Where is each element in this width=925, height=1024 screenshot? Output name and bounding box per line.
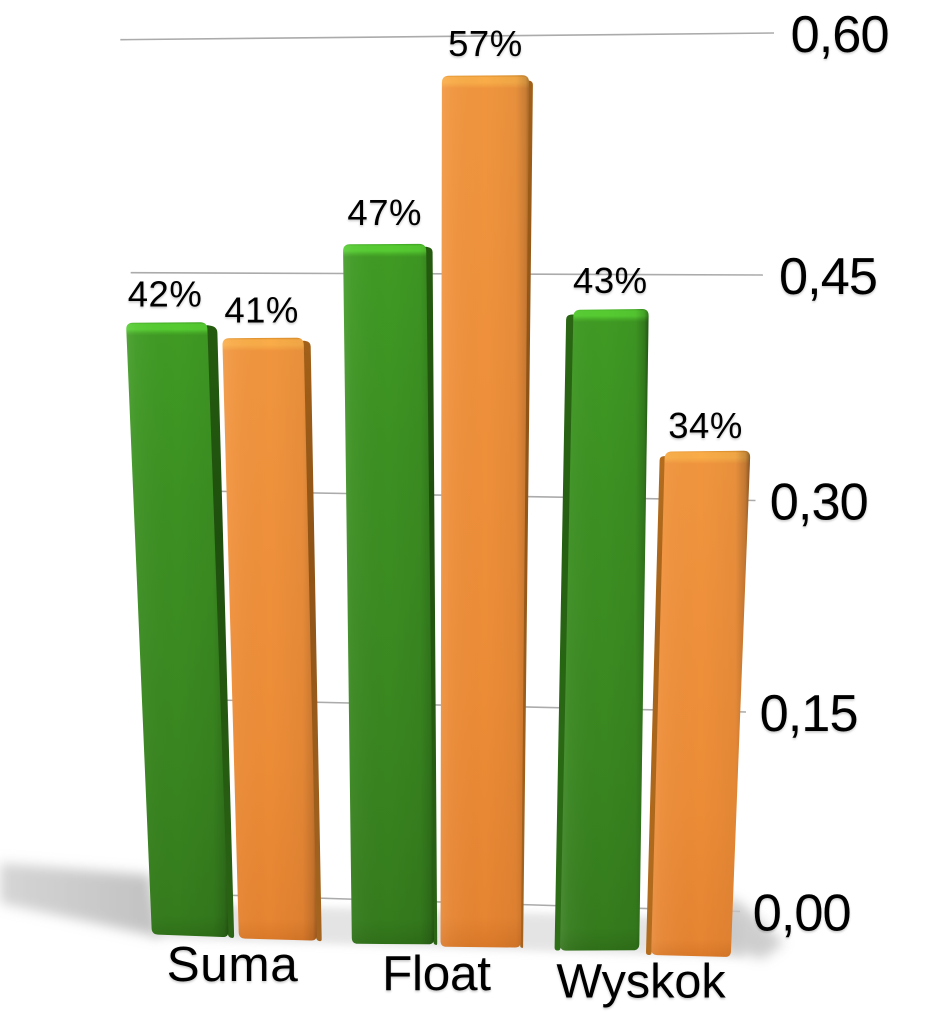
svg-text:34%: 34% xyxy=(668,405,743,446)
svg-text:42%: 42% xyxy=(128,274,203,315)
svg-text:0,60: 0,60 xyxy=(791,6,889,64)
svg-text:Suma: Suma xyxy=(167,937,299,992)
svg-text:0,30: 0,30 xyxy=(770,474,868,532)
svg-text:Float: Float xyxy=(382,946,491,1001)
svg-text:0,00: 0,00 xyxy=(753,884,851,942)
svg-text:41%: 41% xyxy=(224,290,299,331)
svg-text:0,15: 0,15 xyxy=(760,685,858,743)
svg-text:57%: 57% xyxy=(448,23,523,64)
svg-text:Wyskok: Wyskok xyxy=(556,955,726,1009)
svg-text:43%: 43% xyxy=(573,260,648,301)
svg-text:0,45: 0,45 xyxy=(779,248,877,306)
svg-text:47%: 47% xyxy=(347,192,422,233)
